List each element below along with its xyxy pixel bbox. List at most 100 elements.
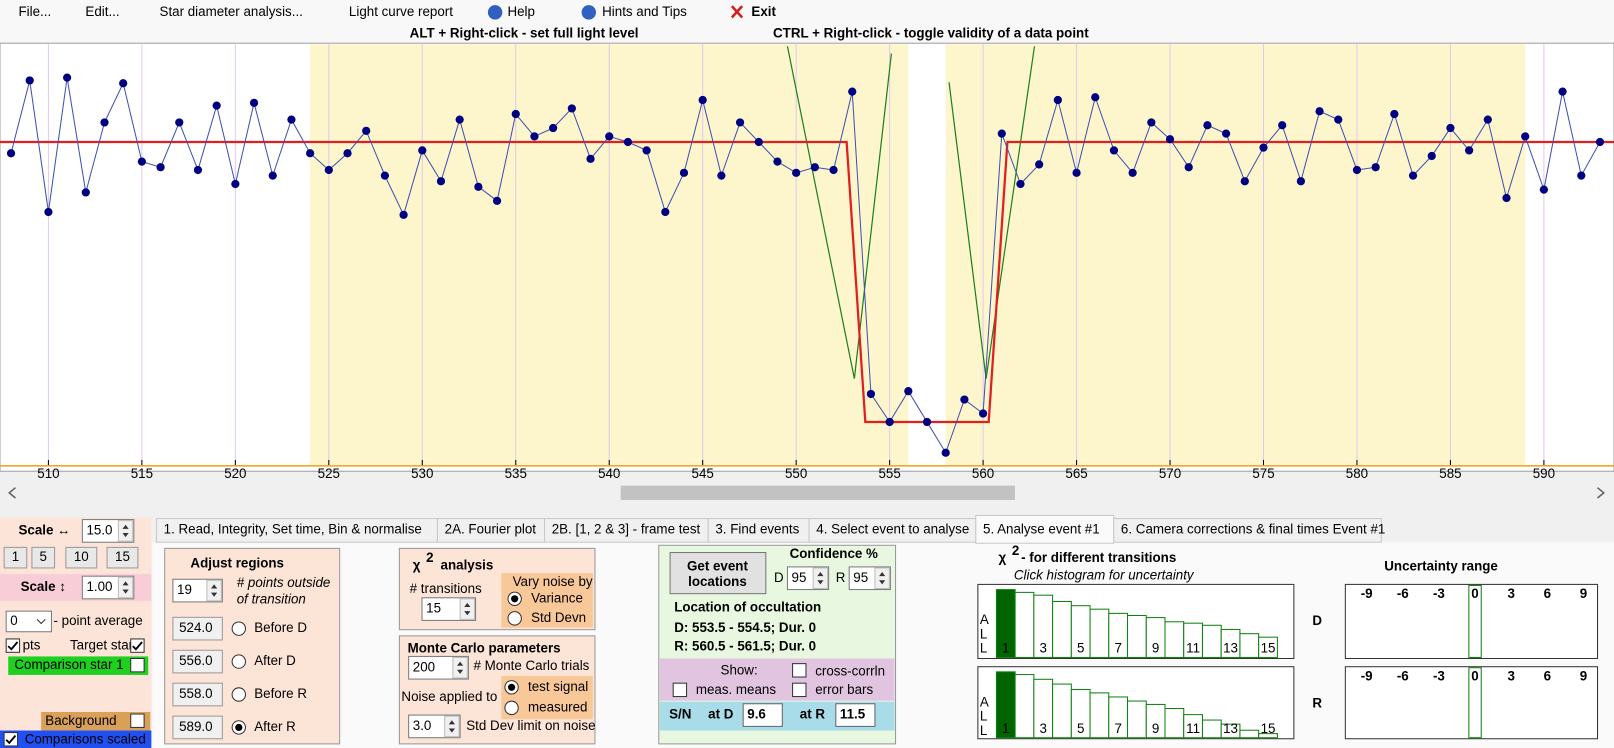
data-point[interactable] [941,448,950,457]
data-point[interactable] [866,389,876,399]
data-point[interactable] [773,157,782,166]
menu-item[interactable]: Edit... [85,4,119,19]
data-point[interactable] [1483,115,1492,124]
menu-item[interactable]: Light curve report [349,4,453,19]
data-point[interactable] [249,98,259,107]
data-point[interactable] [268,171,277,180]
data-point[interactable] [1334,115,1343,124]
data-point[interactable] [810,163,819,172]
spin-arrows[interactable] [452,656,468,679]
data-point[interactable] [287,115,296,124]
data-point[interactable] [44,207,53,217]
data-point[interactable] [137,157,147,166]
data-point[interactable] [1147,118,1156,127]
checkbox[interactable] [672,682,688,698]
data-point[interactable] [380,171,390,180]
checkbox[interactable] [130,713,145,728]
data-point[interactable] [1203,121,1212,130]
data-point[interactable] [1221,129,1231,138]
data-point[interactable] [1278,121,1287,130]
dropdown[interactable] [5,610,52,633]
data-point[interactable] [997,129,1006,138]
data-point[interactable] [362,126,371,135]
data-point[interactable] [549,123,558,133]
data-point[interactable] [1427,151,1436,161]
menu-item[interactable]: Star diameter analysis... [160,4,303,19]
data-point[interactable] [1446,123,1455,133]
data-point[interactable] [1072,168,1081,177]
radio[interactable] [231,687,247,702]
checkbox[interactable] [130,657,145,673]
data-point[interactable] [960,395,969,404]
data-point[interactable] [1035,160,1044,169]
data-point[interactable] [1109,146,1119,155]
data-point[interactable] [642,146,651,155]
data-point[interactable] [754,137,763,147]
data-point[interactable] [829,165,838,175]
data-point[interactable] [698,95,707,105]
data-point[interactable] [1240,177,1249,186]
data-point[interactable] [62,73,72,82]
tab[interactable] [975,514,1115,544]
data-point[interactable] [848,87,857,96]
data-point[interactable] [661,207,670,217]
spin-arrows[interactable] [117,520,134,542]
data-point[interactable] [418,146,427,155]
data-point[interactable] [792,168,801,177]
data-point[interactable] [922,417,932,427]
button[interactable] [106,546,139,569]
radio[interactable] [504,700,519,716]
data-point[interactable] [1390,109,1399,119]
data-point[interactable] [6,149,16,158]
button[interactable] [65,546,98,569]
data-point[interactable] [511,109,520,119]
data-point[interactable] [1408,171,1418,180]
data-point[interactable] [324,165,333,175]
data-point[interactable] [530,132,539,141]
data-point[interactable] [119,79,128,88]
data-point[interactable] [1539,185,1549,194]
data-point[interactable] [623,137,633,147]
data-point[interactable] [1296,177,1306,186]
button[interactable] [3,546,28,569]
spin-arrows[interactable] [812,567,829,590]
data-point[interactable] [1371,163,1380,172]
data-point[interactable] [1521,132,1530,141]
button[interactable] [31,546,56,569]
data-point[interactable] [25,76,34,85]
data-point[interactable] [1016,179,1025,189]
data-point[interactable] [586,154,595,163]
tab[interactable] [1113,518,1382,543]
menu-item[interactable]: Help [507,4,534,19]
data-point[interactable] [474,182,483,191]
data-point[interactable] [1315,107,1324,116]
data-point[interactable] [175,118,184,127]
data-point[interactable] [156,163,165,172]
data-point[interactable] [212,101,221,110]
scroll-thumb[interactable] [620,485,1015,501]
checkbox[interactable] [792,663,807,678]
data-point[interactable] [1091,93,1100,102]
data-point[interactable] [1053,95,1062,105]
data-point[interactable] [1577,171,1586,180]
data-point[interactable] [978,409,988,418]
data-point[interactable] [1259,143,1268,152]
data-point[interactable] [436,177,446,186]
data-point[interactable] [605,132,614,141]
radio[interactable] [231,621,247,636]
menu-item[interactable]: Exit [751,4,776,19]
data-point[interactable] [717,171,726,180]
spin-arrows[interactable] [459,598,476,620]
data-point[interactable] [455,115,464,124]
data-point[interactable] [306,149,315,158]
data-point[interactable] [1465,146,1474,155]
spin-arrows[interactable] [444,715,460,738]
data-point[interactable] [81,188,90,197]
checkbox[interactable] [792,682,807,698]
button[interactable] [669,551,767,595]
data-point[interactable] [1595,137,1605,147]
menu-item[interactable]: File... [19,4,52,19]
data-point[interactable] [904,387,913,396]
data-point[interactable] [231,179,240,189]
data-point[interactable] [1184,163,1193,172]
